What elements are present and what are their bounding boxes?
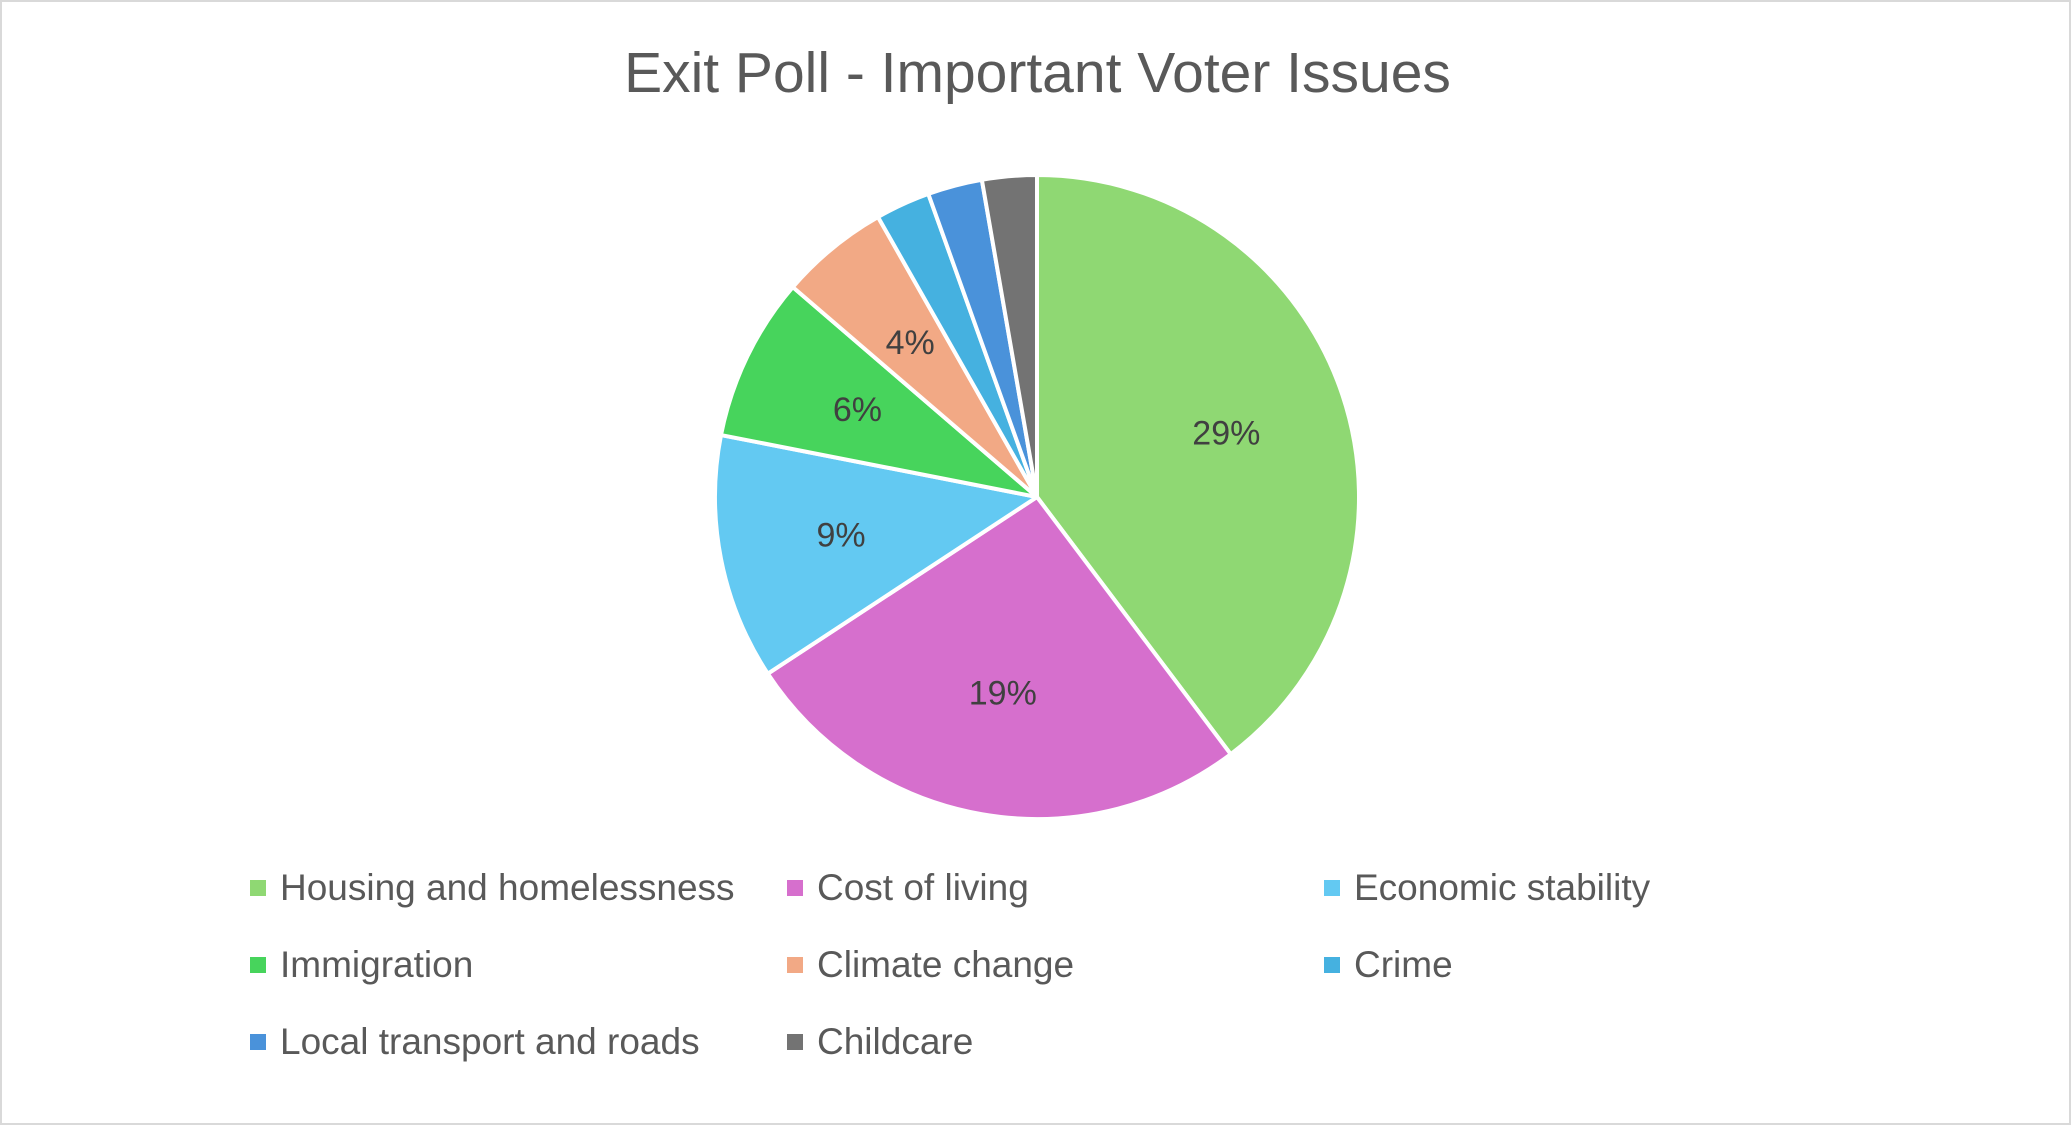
legend-label-7: Childcare bbox=[817, 1021, 974, 1062]
legend-label-3: Immigration bbox=[280, 944, 474, 985]
legend-label-2: Economic stability bbox=[1354, 867, 1651, 908]
pie-slice-2 bbox=[713, 433, 1039, 676]
pie-slice-7 bbox=[979, 173, 1039, 499]
legend-label-0: Housing and homelessness bbox=[280, 867, 735, 908]
legend-label-1: Cost of living bbox=[817, 867, 1029, 908]
legend-swatch-4 bbox=[787, 957, 803, 973]
data-label-0: 29% bbox=[1192, 415, 1260, 453]
legend-label-4: Climate change bbox=[817, 944, 1075, 985]
data-label-4: 4% bbox=[886, 324, 935, 362]
data-label-1: 19% bbox=[969, 675, 1037, 713]
legend-label-5: Crime bbox=[1354, 944, 1453, 985]
legend-swatch-2 bbox=[1324, 880, 1340, 896]
legend-swatch-5 bbox=[1324, 957, 1340, 973]
legend-swatch-1 bbox=[787, 880, 803, 896]
data-label-2: 9% bbox=[817, 516, 866, 554]
pie-slice-1 bbox=[765, 495, 1233, 821]
legend-swatch-3 bbox=[250, 957, 266, 973]
legend-swatch-0 bbox=[250, 880, 266, 896]
legend-swatch-7 bbox=[787, 1034, 803, 1050]
data-label-3: 6% bbox=[833, 391, 882, 429]
legend-label-6: Local transport and roads bbox=[280, 1021, 700, 1062]
pie-slice-3 bbox=[719, 285, 1039, 499]
pie-slice-0 bbox=[1035, 173, 1361, 757]
legend-swatch-6 bbox=[250, 1034, 266, 1050]
chart-title: Exit Poll - Important Voter Issues bbox=[624, 41, 1451, 105]
